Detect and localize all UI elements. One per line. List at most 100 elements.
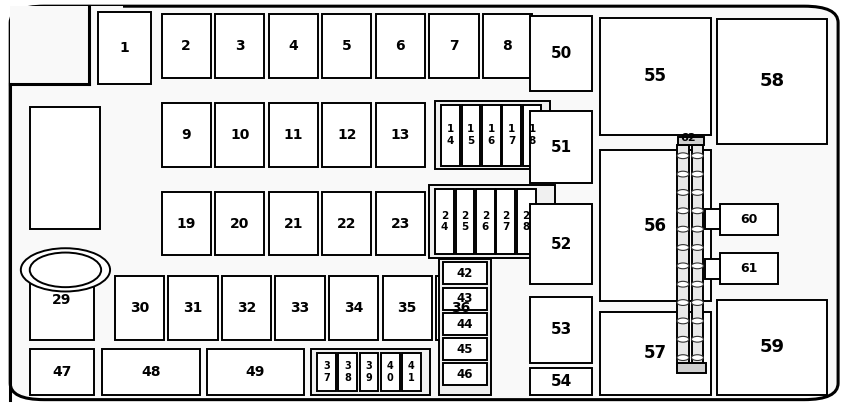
Circle shape [677, 245, 688, 250]
Bar [222, 276, 271, 340]
Bar [98, 12, 151, 84]
Bar [530, 204, 592, 284]
Circle shape [691, 208, 703, 214]
Bar [530, 368, 592, 395]
Bar [502, 105, 521, 166]
Bar [530, 111, 592, 183]
Circle shape [677, 318, 688, 324]
Circle shape [691, 336, 703, 342]
Text: 1
8: 1 8 [529, 124, 536, 146]
Bar [482, 105, 501, 166]
Bar [517, 189, 536, 254]
Text: 1
4: 1 4 [447, 124, 454, 146]
Text: 35: 35 [398, 301, 416, 315]
Text: 31: 31 [184, 301, 202, 315]
Bar [207, 349, 304, 395]
Bar [600, 312, 711, 395]
Text: 53: 53 [551, 322, 571, 337]
Bar [269, 103, 318, 167]
Text: 3
8: 3 8 [344, 361, 351, 383]
Bar [102, 349, 200, 395]
Text: 48: 48 [141, 365, 161, 379]
Circle shape [691, 300, 703, 305]
Text: 3
9: 3 9 [366, 361, 372, 383]
Circle shape [691, 263, 703, 269]
Bar [360, 353, 378, 391]
Bar [677, 145, 688, 368]
Text: 34: 34 [344, 301, 363, 315]
Bar [523, 105, 541, 166]
Bar [443, 338, 487, 360]
Bar [443, 313, 487, 335]
Bar [462, 105, 480, 166]
Text: 20: 20 [230, 217, 249, 230]
Bar [376, 103, 425, 167]
Text: 5: 5 [342, 40, 352, 53]
FancyBboxPatch shape [10, 6, 838, 400]
Bar [402, 353, 421, 391]
Bar [530, 297, 592, 363]
Text: 61: 61 [740, 262, 757, 275]
Circle shape [691, 281, 703, 287]
Bar [720, 253, 778, 284]
Text: 54: 54 [551, 374, 571, 389]
Bar [443, 262, 487, 284]
Text: 32: 32 [237, 301, 256, 315]
Text: 1
7: 1 7 [508, 124, 515, 146]
Text: 45: 45 [456, 343, 473, 356]
Text: 36: 36 [451, 301, 470, 315]
Bar [275, 276, 325, 340]
Text: 13: 13 [391, 128, 410, 142]
Bar [10, 6, 123, 84]
Circle shape [677, 208, 688, 214]
Bar [435, 101, 550, 169]
Text: 47: 47 [52, 365, 71, 379]
Bar [382, 276, 432, 340]
Bar [376, 14, 425, 78]
Text: 57: 57 [643, 344, 667, 363]
Text: 2
6: 2 6 [482, 211, 489, 232]
Text: 3
7: 3 7 [323, 361, 330, 383]
Bar [168, 276, 218, 340]
Bar [456, 189, 474, 254]
Bar [269, 192, 318, 255]
Bar [317, 353, 336, 391]
Bar [530, 16, 592, 91]
Text: 23: 23 [391, 217, 410, 230]
Text: 7: 7 [449, 40, 459, 53]
Bar [600, 150, 711, 301]
Bar [215, 192, 264, 255]
Text: 50: 50 [551, 46, 571, 61]
Bar [443, 288, 487, 310]
Circle shape [677, 281, 688, 287]
Text: 4
0: 4 0 [387, 361, 394, 383]
Bar [322, 103, 371, 167]
Bar [678, 137, 704, 145]
Text: 52: 52 [550, 236, 572, 252]
Text: 44: 44 [456, 318, 473, 330]
Bar [720, 204, 778, 235]
Bar [311, 349, 430, 395]
Text: 2
4: 2 4 [441, 211, 448, 232]
Bar [443, 363, 487, 385]
Text: 4: 4 [288, 40, 298, 53]
Circle shape [677, 153, 688, 159]
Text: 19: 19 [177, 217, 196, 230]
Text: 21: 21 [284, 217, 303, 230]
Bar [381, 353, 400, 391]
Circle shape [677, 336, 688, 342]
Text: 1: 1 [120, 42, 129, 55]
Bar [496, 189, 515, 254]
Circle shape [677, 190, 688, 195]
Circle shape [691, 355, 703, 360]
Text: 33: 33 [291, 301, 309, 315]
Bar [692, 145, 703, 368]
Circle shape [20, 248, 111, 292]
Text: 42: 42 [456, 267, 473, 280]
Text: 43: 43 [456, 293, 473, 305]
Text: 22: 22 [337, 217, 356, 230]
Circle shape [677, 355, 688, 360]
Text: 49: 49 [246, 365, 265, 379]
Bar [435, 189, 454, 254]
Bar [338, 353, 357, 391]
